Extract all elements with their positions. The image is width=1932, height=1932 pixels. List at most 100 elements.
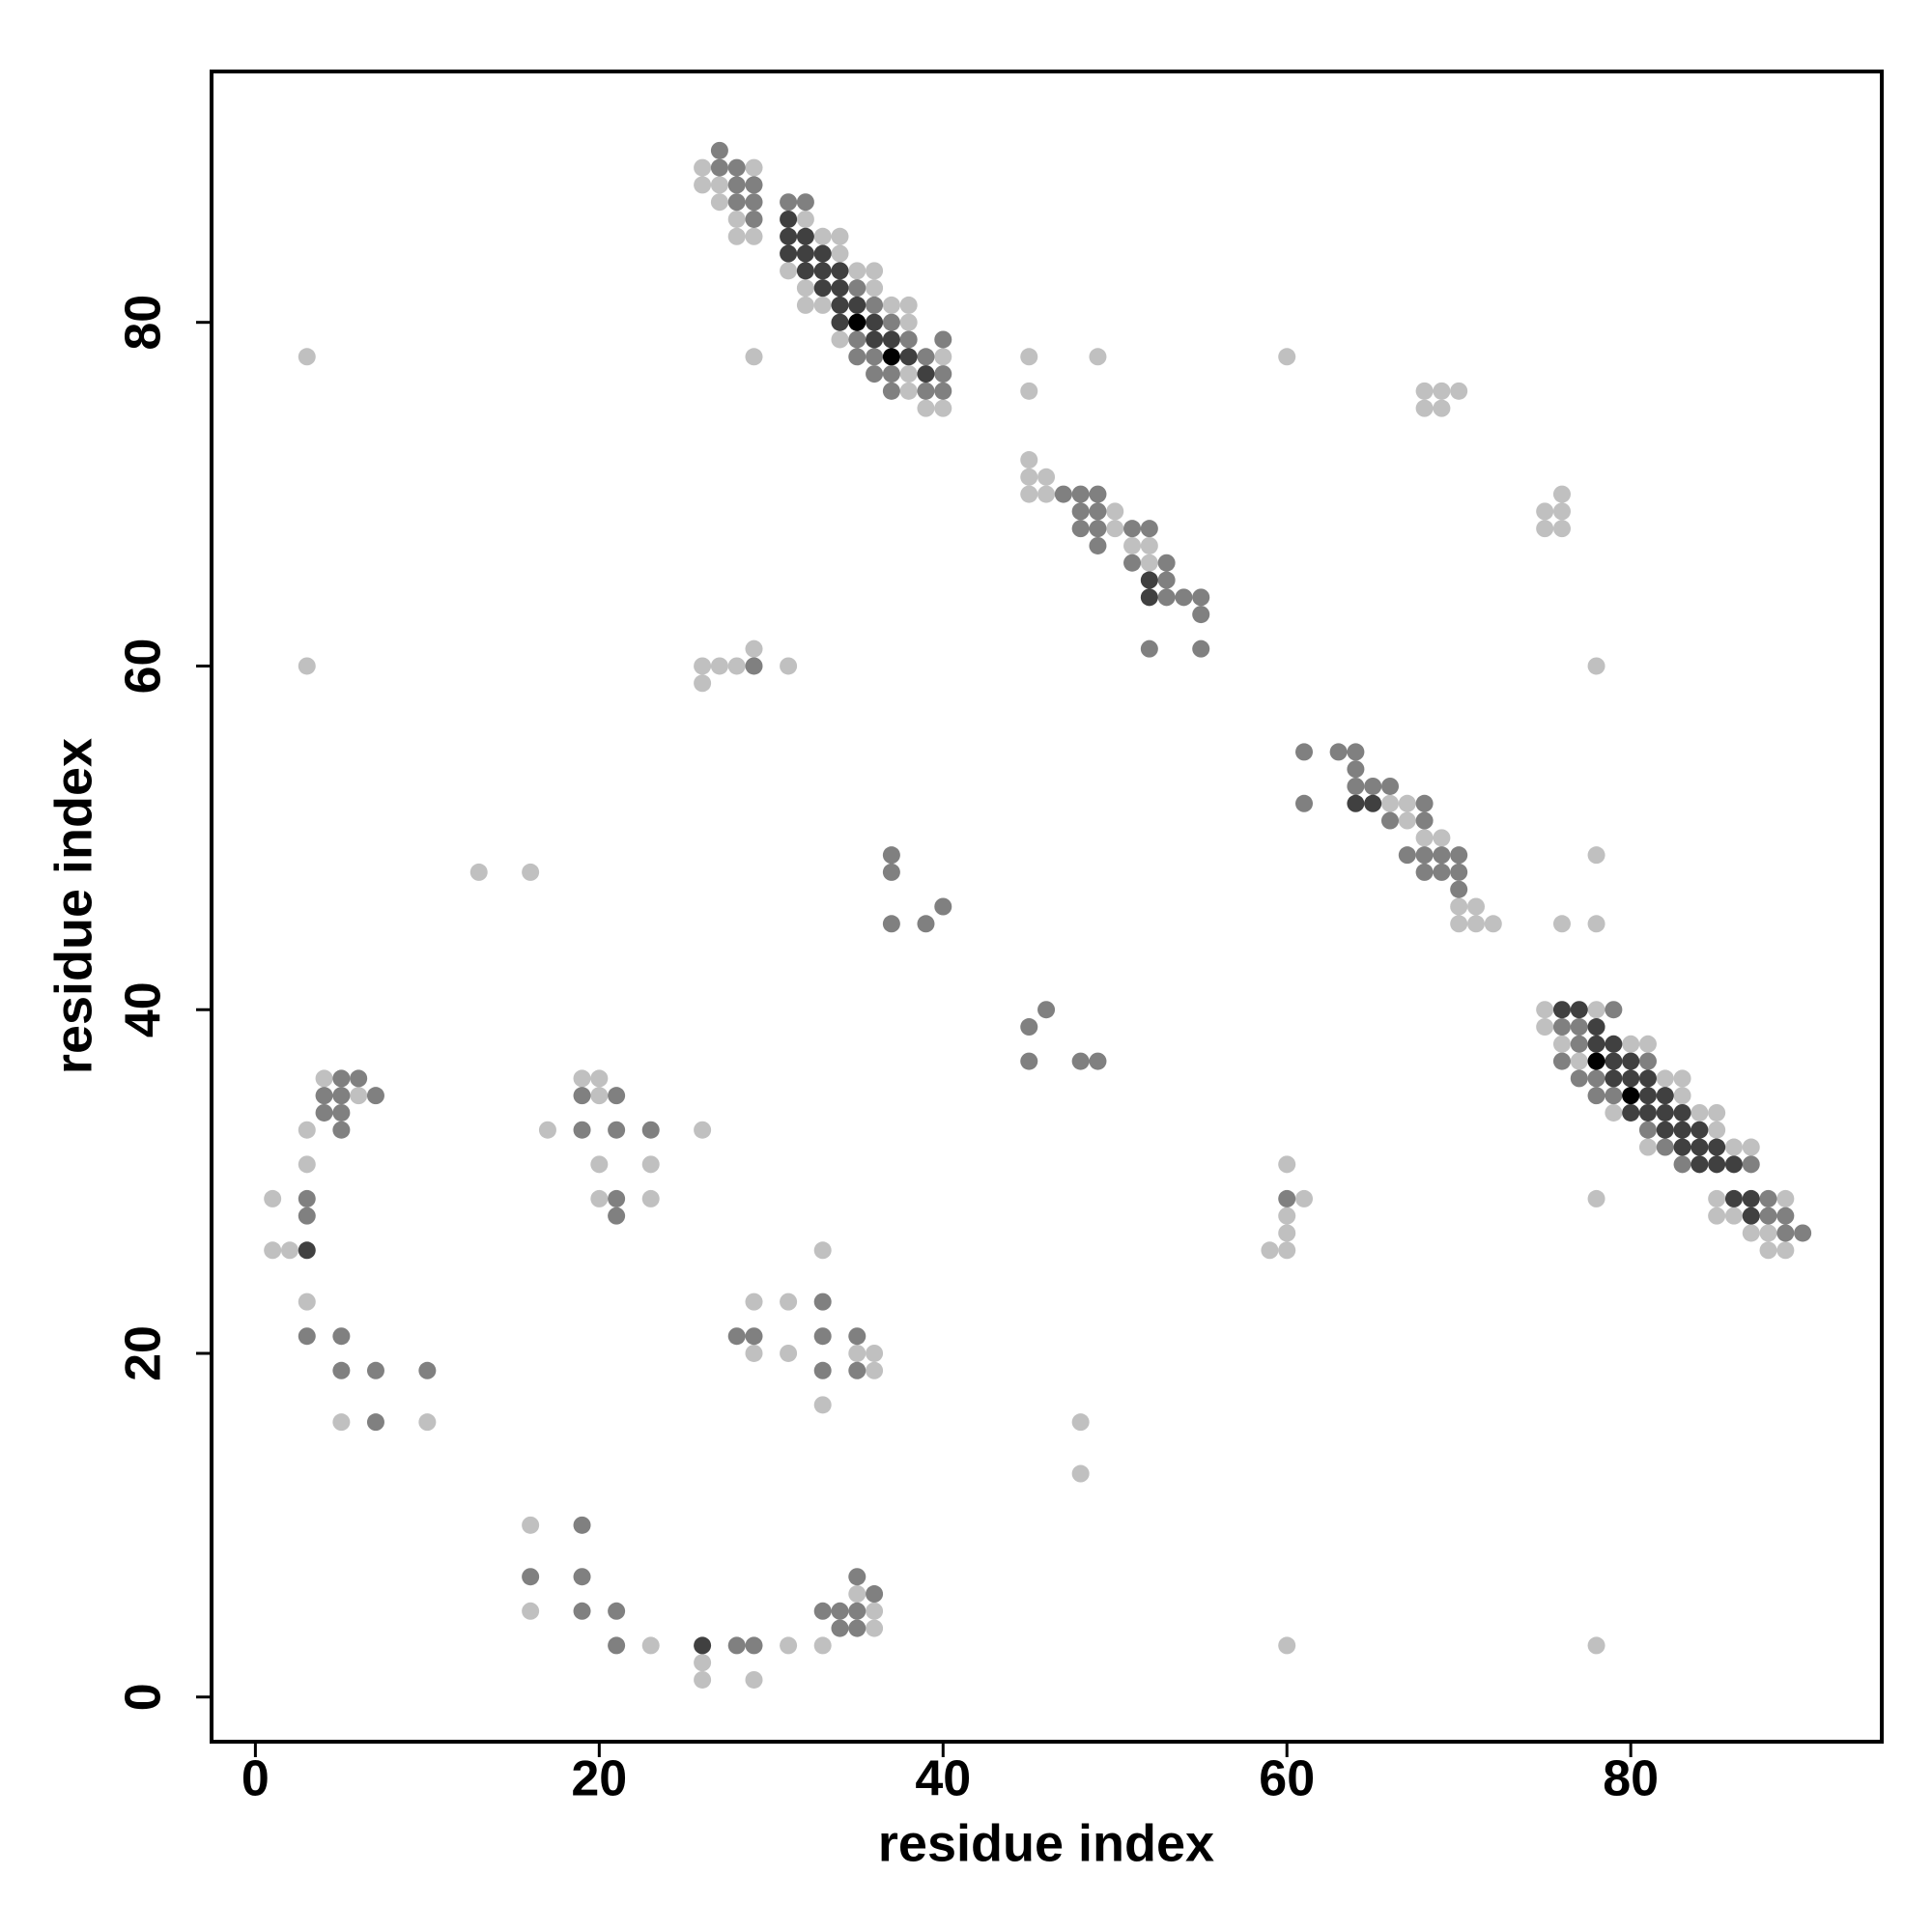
point	[848, 1568, 867, 1586]
y-tick-label: 0	[116, 1683, 172, 1711]
point	[573, 1516, 591, 1534]
point	[298, 657, 316, 675]
point	[745, 639, 763, 658]
point	[848, 330, 867, 349]
point	[1347, 794, 1365, 812]
point	[590, 1155, 609, 1174]
point	[1759, 1189, 1777, 1208]
point	[350, 1069, 368, 1088]
point	[917, 365, 935, 384]
point	[1587, 1035, 1605, 1053]
point	[796, 210, 814, 228]
point	[1398, 846, 1416, 865]
point	[264, 1189, 282, 1208]
point	[899, 330, 918, 349]
point	[1587, 1018, 1605, 1037]
point	[780, 244, 798, 263]
point	[1484, 915, 1502, 933]
point	[831, 244, 849, 263]
point	[1157, 588, 1176, 607]
point	[1638, 1052, 1657, 1070]
point	[1673, 1138, 1691, 1156]
point	[1140, 588, 1158, 607]
point	[1380, 777, 1399, 795]
point	[1656, 1138, 1674, 1156]
point	[866, 262, 884, 280]
point	[1140, 536, 1158, 554]
point	[1347, 743, 1365, 761]
point	[1071, 1052, 1090, 1070]
point	[1742, 1155, 1760, 1174]
point	[1295, 794, 1314, 812]
point	[1570, 1035, 1588, 1053]
point	[1123, 554, 1142, 572]
point	[1776, 1241, 1795, 1260]
point	[522, 1568, 540, 1586]
point	[882, 863, 900, 881]
point	[796, 296, 814, 314]
point	[298, 1207, 316, 1225]
point	[848, 313, 867, 331]
point	[866, 1619, 884, 1637]
point	[1622, 1035, 1640, 1053]
point	[1329, 743, 1348, 761]
point	[899, 296, 918, 314]
point	[727, 1327, 746, 1346]
point	[1364, 794, 1382, 812]
point	[1570, 1018, 1588, 1037]
point	[1605, 1069, 1623, 1088]
point	[332, 1361, 351, 1379]
point	[866, 296, 884, 314]
point	[1020, 451, 1038, 469]
point	[848, 1585, 867, 1604]
point	[1433, 829, 1451, 847]
point	[1605, 1103, 1623, 1122]
point	[1776, 1189, 1795, 1208]
point	[1123, 536, 1142, 554]
point	[813, 244, 832, 263]
point	[298, 1327, 316, 1346]
point	[848, 1344, 867, 1362]
point	[727, 158, 746, 177]
point	[1759, 1207, 1777, 1225]
point	[1552, 1035, 1571, 1053]
point	[1690, 1138, 1709, 1156]
point	[866, 348, 884, 366]
point	[831, 296, 849, 314]
point	[813, 1396, 832, 1414]
point	[366, 1413, 384, 1432]
point	[694, 674, 712, 693]
point	[796, 262, 814, 280]
point	[866, 313, 884, 331]
point	[1450, 846, 1468, 865]
point	[1037, 485, 1056, 503]
point	[780, 1293, 798, 1311]
point	[1742, 1207, 1760, 1225]
point	[866, 330, 884, 349]
point	[469, 863, 488, 881]
point	[848, 348, 867, 366]
point	[780, 1344, 798, 1362]
point	[1587, 1069, 1605, 1088]
point	[1278, 1224, 1296, 1242]
point	[1776, 1207, 1795, 1225]
point	[1140, 554, 1158, 572]
point	[1450, 880, 1468, 898]
point	[1433, 399, 1451, 417]
point	[780, 210, 798, 228]
point	[727, 657, 746, 675]
point	[934, 365, 952, 384]
x-tick-label: 40	[915, 1751, 971, 1807]
point	[1656, 1069, 1674, 1088]
point	[1347, 760, 1365, 779]
point	[1605, 1035, 1623, 1053]
point	[573, 1069, 591, 1088]
point	[1261, 1241, 1279, 1260]
point	[1552, 502, 1571, 521]
point	[1622, 1087, 1640, 1105]
point	[1347, 777, 1365, 795]
point	[418, 1361, 437, 1379]
point	[1192, 588, 1210, 607]
point	[1552, 915, 1571, 933]
